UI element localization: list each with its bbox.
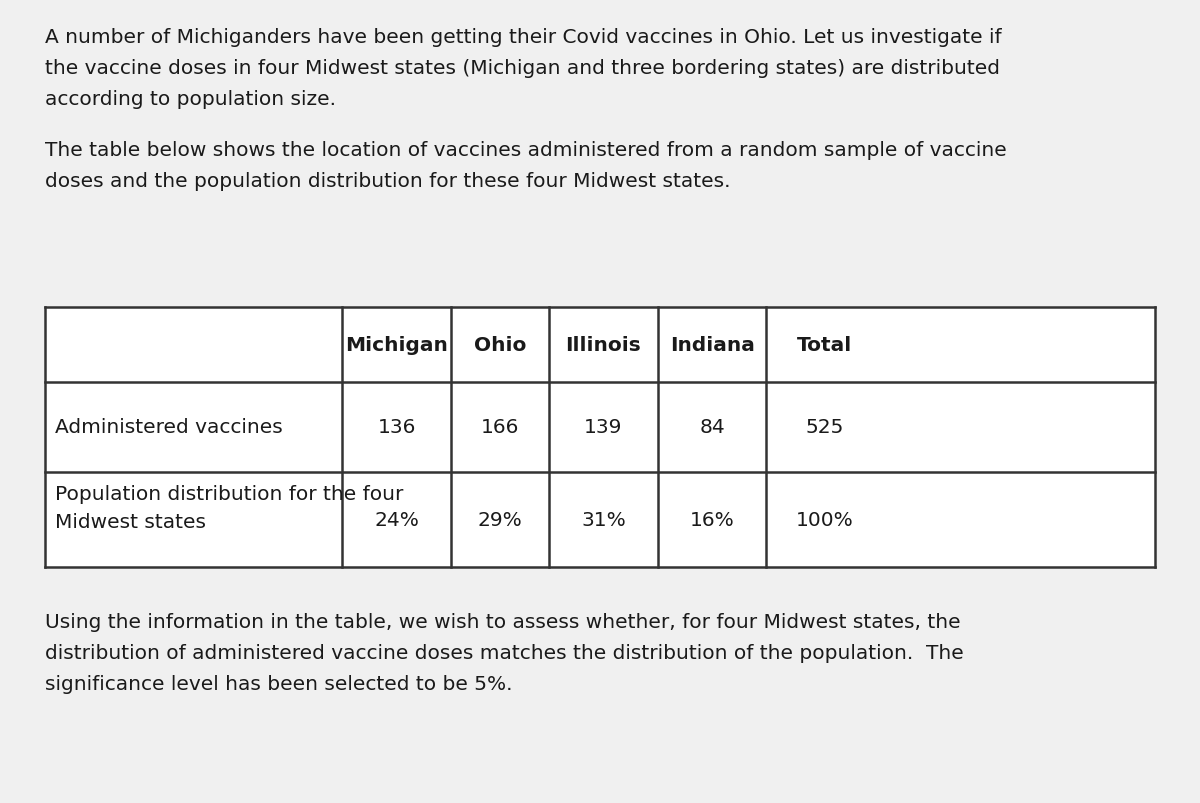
Text: significance level has been selected to be 5%.: significance level has been selected to … — [46, 675, 512, 693]
Text: 24%: 24% — [374, 511, 419, 529]
Text: according to population size.: according to population size. — [46, 90, 336, 109]
Text: Michigan: Michigan — [346, 336, 449, 355]
Text: 16%: 16% — [690, 511, 734, 529]
Text: 136: 136 — [378, 418, 416, 437]
Text: 166: 166 — [481, 418, 520, 437]
Text: 100%: 100% — [796, 511, 853, 529]
Text: 31%: 31% — [581, 511, 625, 529]
Text: distribution of administered vaccine doses matches the distribution of the popul: distribution of administered vaccine dos… — [46, 643, 964, 662]
Text: 139: 139 — [584, 418, 623, 437]
Text: Illinois: Illinois — [565, 336, 641, 355]
Text: Total: Total — [797, 336, 852, 355]
Text: Midwest states: Midwest states — [55, 512, 206, 532]
Text: 84: 84 — [700, 418, 725, 437]
Text: Using the information in the table, we wish to assess whether, for four Midwest : Using the information in the table, we w… — [46, 612, 961, 631]
Text: 525: 525 — [805, 418, 844, 437]
Text: A number of Michiganders have been getting their Covid vaccines in Ohio. Let us : A number of Michiganders have been getti… — [46, 28, 1002, 47]
Text: the vaccine doses in four Midwest states (Michigan and three bordering states) a: the vaccine doses in four Midwest states… — [46, 59, 1000, 78]
Text: Ohio: Ohio — [474, 336, 527, 355]
Polygon shape — [46, 308, 1154, 567]
Text: Administered vaccines: Administered vaccines — [55, 418, 283, 437]
Text: 29%: 29% — [478, 511, 522, 529]
Text: doses and the population distribution for these four Midwest states.: doses and the population distribution fo… — [46, 172, 731, 191]
Text: Population distribution for the four: Population distribution for the four — [55, 484, 403, 503]
Text: The table below shows the location of vaccines administered from a random sample: The table below shows the location of va… — [46, 141, 1007, 160]
Text: Indiana: Indiana — [670, 336, 755, 355]
